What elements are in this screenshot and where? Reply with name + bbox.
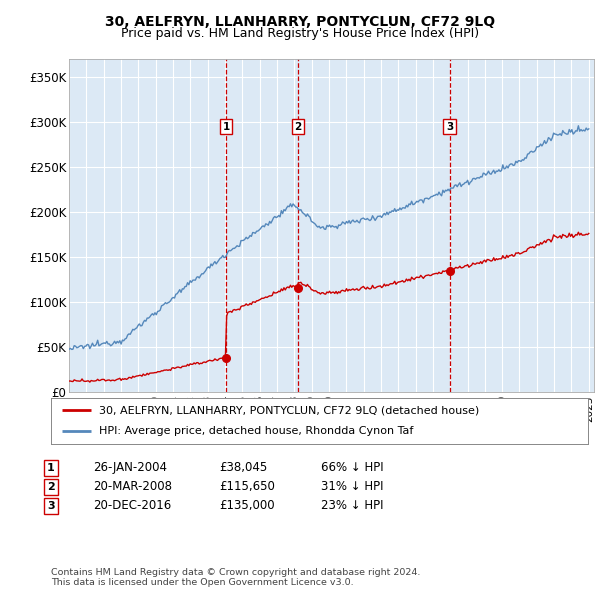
Text: 66% ↓ HPI: 66% ↓ HPI	[321, 461, 383, 474]
Text: 30, AELFRYN, LLANHARRY, PONTYCLUN, CF72 9LQ: 30, AELFRYN, LLANHARRY, PONTYCLUN, CF72 …	[105, 15, 495, 30]
Text: 20-MAR-2008: 20-MAR-2008	[93, 480, 172, 493]
Text: Contains HM Land Registry data © Crown copyright and database right 2024.
This d: Contains HM Land Registry data © Crown c…	[51, 568, 421, 587]
Text: 1: 1	[223, 122, 230, 132]
Text: 3: 3	[446, 122, 453, 132]
Text: 23% ↓ HPI: 23% ↓ HPI	[321, 499, 383, 512]
Text: 20-DEC-2016: 20-DEC-2016	[93, 499, 171, 512]
Text: 1: 1	[47, 463, 55, 473]
Text: 2: 2	[295, 122, 302, 132]
Text: 31% ↓ HPI: 31% ↓ HPI	[321, 480, 383, 493]
Text: 30, AELFRYN, LLANHARRY, PONTYCLUN, CF72 9LQ (detached house): 30, AELFRYN, LLANHARRY, PONTYCLUN, CF72 …	[100, 405, 479, 415]
Text: Price paid vs. HM Land Registry's House Price Index (HPI): Price paid vs. HM Land Registry's House …	[121, 27, 479, 40]
Text: 3: 3	[47, 501, 55, 510]
Text: HPI: Average price, detached house, Rhondda Cynon Taf: HPI: Average price, detached house, Rhon…	[100, 426, 414, 436]
Text: £115,650: £115,650	[219, 480, 275, 493]
Text: 26-JAN-2004: 26-JAN-2004	[93, 461, 167, 474]
Text: £38,045: £38,045	[219, 461, 267, 474]
Text: £135,000: £135,000	[219, 499, 275, 512]
Text: 2: 2	[47, 482, 55, 491]
